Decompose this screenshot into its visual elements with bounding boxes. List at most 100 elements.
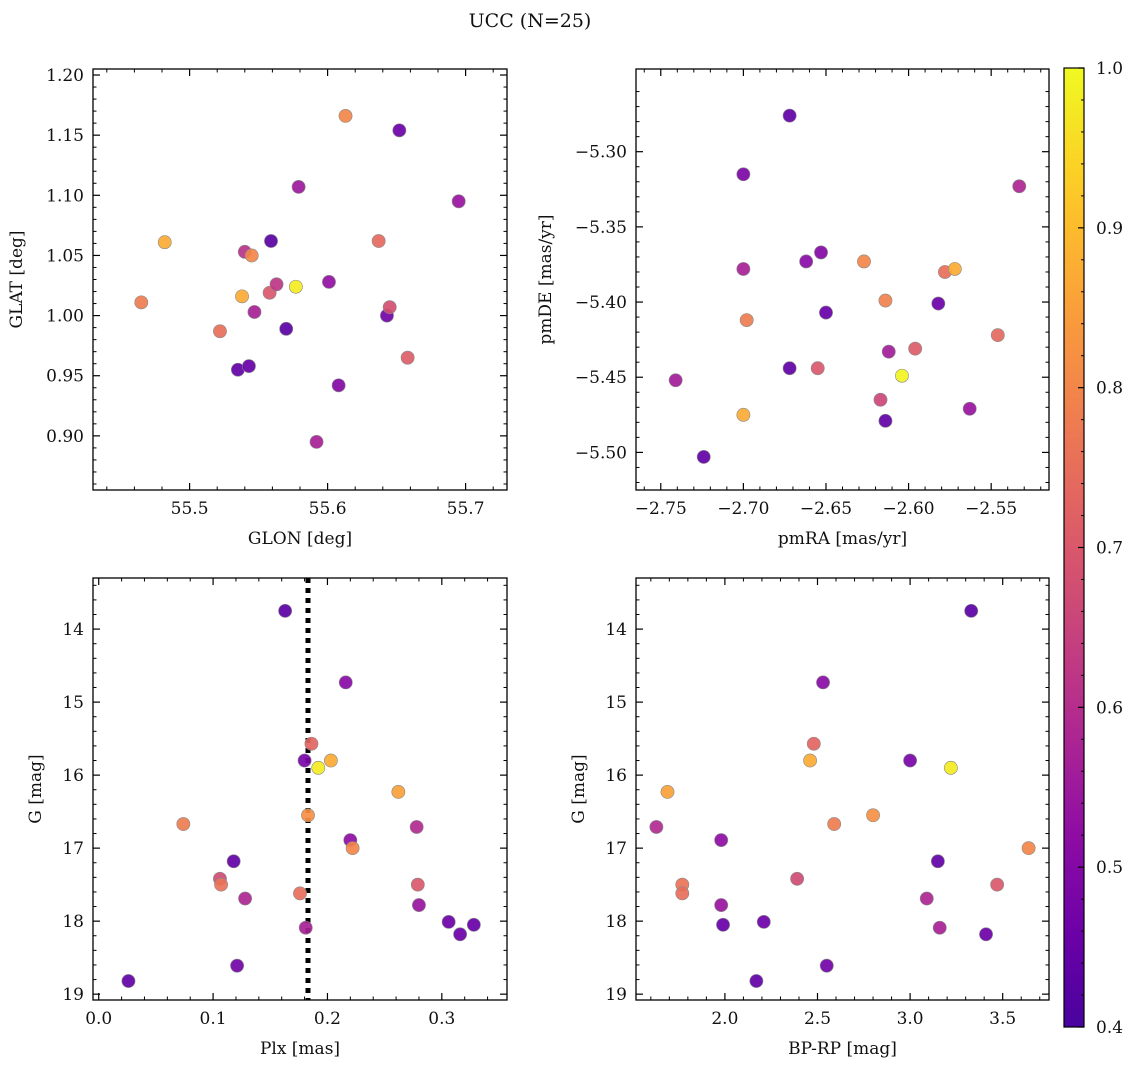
data-point bbox=[790, 871, 805, 886]
data-point bbox=[903, 753, 917, 768]
data-point bbox=[298, 920, 313, 935]
data-point bbox=[235, 289, 249, 304]
data-point bbox=[1012, 179, 1027, 194]
axes-frame bbox=[635, 68, 1050, 491]
x-axis-label: pmRA [mas/yr] bbox=[778, 529, 907, 549]
x-tick-label: 0.3 bbox=[428, 1009, 455, 1029]
y-tick-label: 14 bbox=[605, 620, 627, 640]
x-tick-label: 3.5 bbox=[989, 1009, 1016, 1029]
colorbar: 0.4 0.5 0.6 0.7 0.8 0.9 1.0 bbox=[1063, 59, 1123, 1038]
y-tick-label: 0.90 bbox=[46, 427, 84, 447]
y-tick-label: 1.00 bbox=[46, 307, 84, 327]
colorbar-tick-label: 0.4 bbox=[1096, 1018, 1123, 1038]
x-tick-label: 55.6 bbox=[309, 499, 347, 519]
figure-title: UCC (N=25) bbox=[469, 10, 592, 32]
panel-pmra-pmde: −2.75 −2.70 −2.65 −2.60 −2.55 −5.50 −5.45 −5.40… bbox=[536, 68, 1050, 549]
data-point bbox=[269, 277, 284, 292]
axes-frame bbox=[92, 68, 508, 491]
data-point bbox=[696, 450, 711, 464]
x-tick-label: −2.70 bbox=[717, 499, 769, 519]
data-point bbox=[214, 877, 228, 892]
data-point bbox=[819, 305, 833, 320]
y-tick-label: 18 bbox=[62, 912, 84, 932]
colorbar-tick-label: 0.9 bbox=[1096, 219, 1123, 239]
data-point bbox=[932, 920, 947, 935]
data-point bbox=[736, 407, 751, 422]
panel-plx-g: 0.0 0.1 0.2 0.3 14 15 16 17 18 19 Plx [mas] G [mag] bbox=[26, 577, 508, 1059]
y-tick-label: 19 bbox=[605, 985, 627, 1005]
panel-bprp-g: 2.0 2.5 3.0 3.5 14 15 16 17 18 19 BP-RP [mag] G [ma… bbox=[569, 577, 1050, 1059]
y-tick-label: 15 bbox=[605, 693, 627, 713]
data-point bbox=[881, 344, 896, 359]
data-point bbox=[392, 123, 407, 138]
data-point bbox=[297, 753, 312, 768]
x-tick-label: 0.0 bbox=[85, 1009, 112, 1029]
data-point bbox=[803, 753, 817, 768]
x-tick-label: 3.0 bbox=[897, 1009, 924, 1029]
data-point bbox=[323, 753, 338, 768]
data-point bbox=[990, 328, 1005, 343]
data-point bbox=[134, 295, 149, 310]
colorbar-tick-label: 1.0 bbox=[1096, 59, 1123, 79]
data-point bbox=[226, 854, 241, 869]
data-point bbox=[979, 927, 993, 942]
data-point bbox=[322, 275, 336, 289]
points bbox=[668, 108, 1027, 464]
data-point bbox=[1021, 841, 1036, 856]
x-axis-label: Plx [mas] bbox=[260, 1039, 340, 1059]
x-tick-label: −2.75 bbox=[635, 499, 687, 519]
panel-glon-glat: 55.5 55.6 55.7 0.90 0.95 1.00 1.05 1.10 1.15 1.20… bbox=[7, 66, 508, 549]
y-tick-label: 1.10 bbox=[46, 186, 84, 206]
data-point bbox=[230, 958, 244, 973]
data-point bbox=[238, 891, 253, 906]
data-point bbox=[814, 245, 828, 260]
axes-frame bbox=[635, 577, 1050, 1001]
data-point bbox=[279, 321, 294, 336]
x-tick-label: 0.1 bbox=[200, 1009, 227, 1029]
x-tick-label: 0.2 bbox=[314, 1009, 341, 1029]
data-point bbox=[453, 927, 468, 942]
tick-marks bbox=[93, 69, 507, 490]
data-point bbox=[878, 413, 893, 428]
data-point bbox=[857, 254, 871, 269]
x-tick-label: 55.5 bbox=[171, 499, 209, 519]
y-axis-label: GLAT [deg] bbox=[7, 230, 27, 328]
data-point bbox=[930, 854, 945, 869]
x-tick-label: 2.0 bbox=[711, 1009, 738, 1029]
data-point bbox=[311, 760, 326, 775]
y-tick-label: 19 bbox=[62, 985, 84, 1005]
data-point bbox=[962, 401, 977, 416]
data-point bbox=[736, 262, 751, 276]
data-point bbox=[400, 350, 415, 365]
data-point bbox=[338, 109, 353, 123]
data-point bbox=[816, 675, 830, 690]
y-tick-label: 16 bbox=[62, 766, 84, 786]
y-tick-label: 15 bbox=[62, 693, 84, 713]
data-point bbox=[451, 194, 466, 209]
data-point bbox=[895, 368, 909, 383]
data-point bbox=[441, 914, 456, 929]
x-tick-label: −2.55 bbox=[965, 499, 1017, 519]
data-point bbox=[293, 886, 307, 901]
y-tick-label: 17 bbox=[62, 839, 84, 859]
data-point bbox=[714, 898, 729, 912]
data-point bbox=[749, 974, 764, 988]
data-point bbox=[931, 296, 946, 311]
data-point bbox=[756, 914, 771, 929]
data-point bbox=[288, 279, 303, 294]
data-point bbox=[799, 254, 814, 269]
axes-frame bbox=[92, 577, 508, 1001]
y-tick-label: 18 bbox=[605, 912, 627, 932]
data-point bbox=[782, 108, 797, 123]
data-point bbox=[908, 341, 923, 356]
y-tick-label: −5.50 bbox=[575, 443, 627, 463]
data-point bbox=[309, 434, 324, 449]
y-tick-label: −5.45 bbox=[575, 368, 627, 388]
data-point bbox=[371, 234, 386, 248]
tick-marks bbox=[636, 578, 1049, 1000]
x-tick-label: 2.5 bbox=[804, 1009, 831, 1029]
y-tick-label: 16 bbox=[605, 766, 627, 786]
x-axis-label: GLON [deg] bbox=[248, 529, 352, 549]
colorbar-tick-label: 0.5 bbox=[1096, 858, 1123, 878]
